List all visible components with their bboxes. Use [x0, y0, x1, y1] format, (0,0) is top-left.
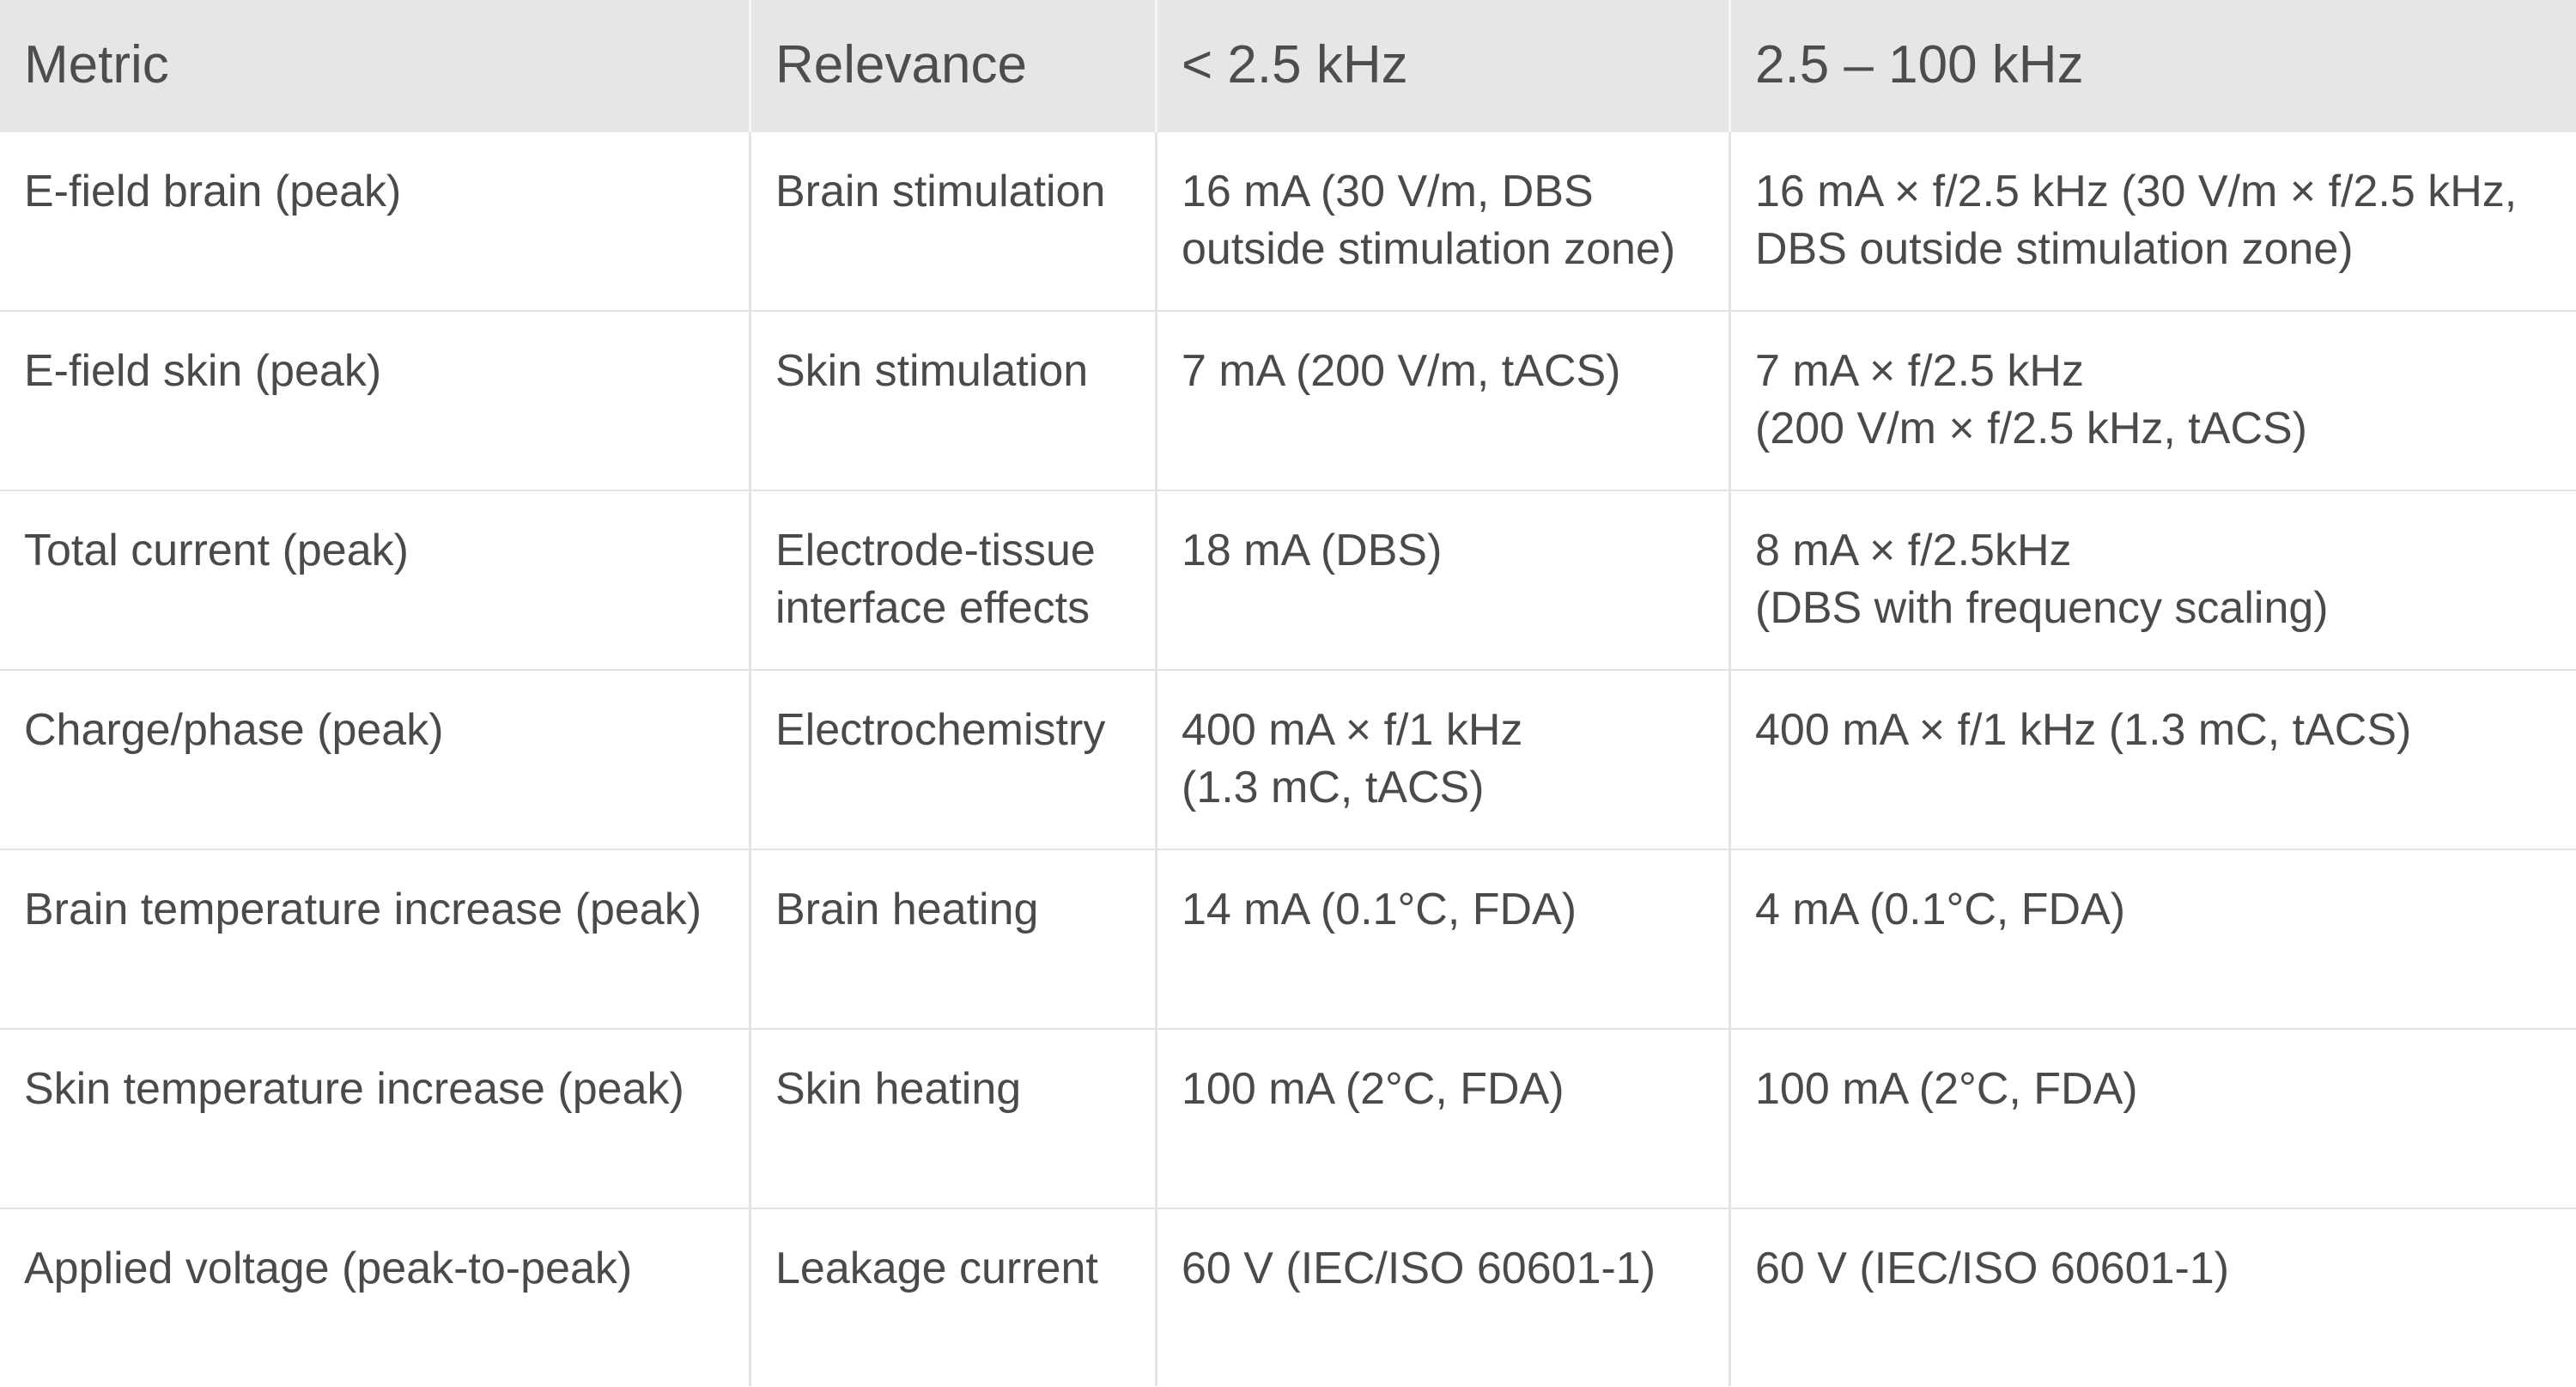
metric-cell: E-field skin (peak)	[0, 312, 751, 490]
low-frequency-cell: 18 mA (DBS)	[1157, 491, 1731, 669]
table-header-row: Metric Relevance < 2.5 kHz 2.5 – 100 kHz	[0, 0, 2576, 132]
high-frequency-cell: 400 mA × f/1 kHz (1.3 mC, tACS)	[1755, 705, 2412, 755]
relevance-cell: Skin stimulation	[751, 312, 1157, 490]
relevance-cell: Skin heating	[751, 1030, 1157, 1208]
low-frequency-cell: 100 mA (2°C, FDA)	[1157, 1030, 1731, 1208]
header-low-frequency: < 2.5 kHz	[1157, 0, 1731, 132]
table-row: E-field skin (peak) Skin stimulation 7 m…	[0, 312, 2576, 491]
metric-cell: Charge/phase (peak)	[0, 671, 751, 849]
metric-cell: Brain temperature increase (peak)	[0, 850, 751, 1028]
table-row: Brain temperature increase (peak) Brain …	[0, 850, 2576, 1030]
relevance-cell: Electrochemistry	[751, 671, 1157, 849]
relevance-cell: Brain stimulation	[751, 132, 1157, 310]
header-metric: Metric	[0, 0, 751, 132]
header-high-frequency: 2.5 – 100 kHz	[1755, 34, 2084, 94]
relevance-cell: Leakage current	[751, 1209, 1157, 1386]
high-frequency-cell: 60 V (IEC/ISO 60601-1)	[1755, 1244, 2230, 1293]
high-frequency-cell: 7 mA × f/2.5 kHz (200 V/m × f/2.5 kHz, tA…	[1755, 346, 2307, 453]
relevance-cell: Electrode-tissue interface effects	[751, 491, 1157, 669]
table-row: Charge/phase (peak) Electrochemistry 400…	[0, 671, 2576, 850]
high-frequency-cell: 100 mA (2°C, FDA)	[1755, 1064, 2138, 1114]
metric-cell: Applied voltage (peak-to-peak)	[0, 1209, 751, 1386]
low-frequency-cell: 7 mA (200 V/m, tACS)	[1157, 312, 1731, 490]
low-frequency-cell: 16 mA (30 V/m, DBS outside stimulation zo…	[1157, 132, 1731, 310]
high-frequency-cell: 16 mA × f/2.5 kHz (30 V/m × f/2.5 kHz, DB…	[1755, 167, 2518, 274]
metric-cell: E-field brain (peak)	[0, 132, 751, 310]
low-frequency-cell: 400 mA × f/1 kHz (1.3 mC, tACS)	[1157, 671, 1731, 849]
high-frequency-cell: 4 mA (0.1°C, FDA)	[1755, 885, 2126, 934]
header-relevance: Relevance	[751, 0, 1157, 132]
relevance-cell: Brain heating	[751, 850, 1157, 1028]
table-row: E-field brain (peak) Brain stimulation 1…	[0, 132, 2576, 312]
low-frequency-cell: 60 V (IEC/ISO 60601-1)	[1157, 1209, 1731, 1386]
high-frequency-cell: 8 mA × f/2.5kHz (DBS with frequency scali…	[1755, 526, 2329, 633]
metric-cell: Skin temperature increase (peak)	[0, 1030, 751, 1208]
low-frequency-cell: 14 mA (0.1°C, FDA)	[1157, 850, 1731, 1028]
table-row: Total current (peak) Electrode-tissue int…	[0, 491, 2576, 671]
metric-cell: Total current (peak)	[0, 491, 751, 669]
table-row: Skin temperature increase (peak) Skin he…	[0, 1030, 2576, 1209]
table-row: Applied voltage (peak-to-peak) Leakage c…	[0, 1209, 2576, 1386]
